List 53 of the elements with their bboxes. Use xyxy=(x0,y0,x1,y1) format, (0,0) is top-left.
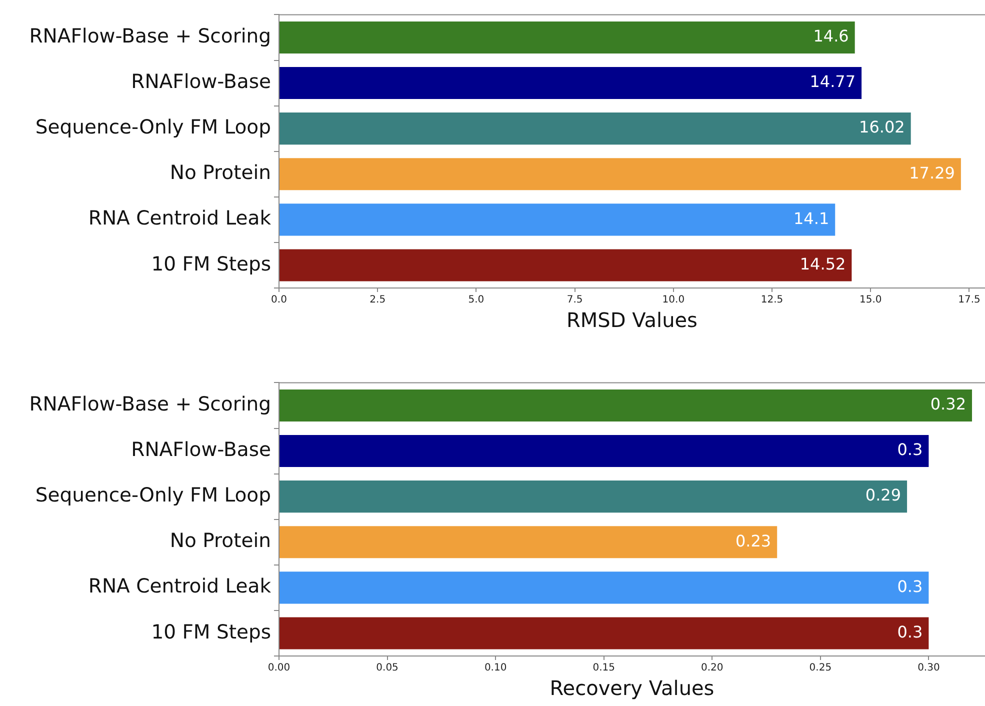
x-tick-label: 10.0 xyxy=(662,294,685,306)
x-tick-label: 0.10 xyxy=(484,662,507,674)
y-tick-label: RNAFlow-Base + Scoring xyxy=(29,24,271,48)
bar xyxy=(280,572,929,604)
bar xyxy=(280,434,929,468)
x-tick-label: 0.30 xyxy=(918,662,940,674)
x-tick-label: 7.5 xyxy=(566,294,583,306)
x-tick-label: 0.20 xyxy=(700,662,724,674)
bar xyxy=(280,249,852,282)
y-tick-label: RNAFlow-Base + Scoring xyxy=(29,392,271,416)
y-tick-label: No Protein xyxy=(170,529,271,552)
data-label: 14.6 xyxy=(813,26,849,46)
y-tick-label: 10 FM Steps xyxy=(151,252,271,276)
data-label: 14.1 xyxy=(794,208,830,228)
y-tick-label: RNAFlow-Base xyxy=(131,438,271,462)
y-tick-label: 10 FM Steps xyxy=(151,620,271,644)
x-axis-title: Recovery Values xyxy=(550,676,714,700)
x-tick-label: 0.05 xyxy=(376,662,398,674)
x-tick-label: 0.00 xyxy=(268,662,290,674)
x-tick-label: 12.5 xyxy=(760,294,784,306)
x-tick-label: 2.5 xyxy=(370,294,386,306)
bar xyxy=(280,480,908,513)
bar xyxy=(280,21,855,54)
y-tick-label: Sequence-Only FM Loop xyxy=(35,116,271,139)
data-label: 0.29 xyxy=(865,486,902,505)
x-tick-label: 0.0 xyxy=(271,294,287,306)
bar xyxy=(280,158,961,190)
x-tick-label: 17.5 xyxy=(958,294,980,306)
x-tick-label: 5.0 xyxy=(468,294,484,306)
data-label: 0.23 xyxy=(735,531,772,550)
bar xyxy=(280,66,862,100)
bar xyxy=(280,389,972,422)
data-label: 14.52 xyxy=(800,254,846,274)
bar xyxy=(280,526,778,558)
y-tick-label: RNAFlow-Base xyxy=(131,70,271,94)
bar xyxy=(280,617,929,650)
x-tick-label: 15.0 xyxy=(859,294,882,306)
data-label: 0.3 xyxy=(897,622,923,642)
x-tick-label: 0.25 xyxy=(809,662,832,674)
y-tick-label: Sequence-Only FM Loop xyxy=(35,484,271,507)
data-label: 16.02 xyxy=(859,118,905,137)
x-axis-title: RMSD Values xyxy=(566,308,698,332)
data-label: 0.3 xyxy=(897,440,923,460)
data-label: 0.32 xyxy=(930,394,966,414)
y-tick-label: No Protein xyxy=(170,161,271,184)
y-tick-label: RNA Centroid Leak xyxy=(88,206,272,230)
x-tick-label: 0.15 xyxy=(592,662,615,674)
y-tick-label: RNA Centroid Leak xyxy=(88,574,272,598)
bar xyxy=(280,204,836,236)
data-label: 0.3 xyxy=(897,576,923,596)
data-label: 17.29 xyxy=(909,163,955,182)
bar xyxy=(280,112,911,145)
data-label: 14.77 xyxy=(810,72,856,92)
